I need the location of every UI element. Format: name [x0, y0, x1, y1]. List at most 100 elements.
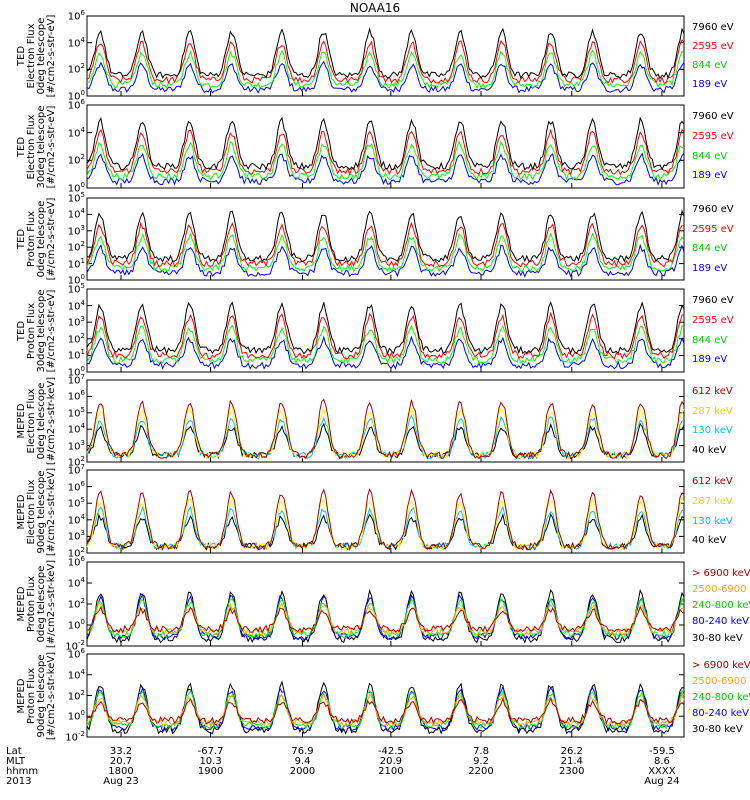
legend-entry: 80-240 keV: [692, 616, 750, 628]
x-axis-hhmm-value: 2100: [378, 766, 404, 777]
panel-frame: [86, 469, 685, 554]
legend-entry: 2595 eV: [692, 314, 734, 326]
series-line--6900-kev: [86, 696, 685, 725]
y-tick-label: 105: [67, 191, 85, 205]
x-axis-lat-value: 76.9: [291, 746, 314, 757]
legend-entry: > 6900 keV: [692, 660, 750, 671]
legend-entry: 40 keV: [692, 535, 727, 547]
legend-entry: 189 eV: [692, 354, 728, 366]
legend-entry: 844 eV: [692, 60, 728, 72]
y-tick-label: 104: [67, 35, 85, 49]
legend-entry: 30-80 keV: [692, 632, 743, 644]
legend-entry: 130 keV: [692, 515, 733, 527]
panel-1: [86, 15, 685, 97]
legend-entry: 844 eV: [692, 243, 728, 255]
legend-entry: 7960 eV: [692, 295, 734, 306]
legend-entry: 287 keV: [692, 405, 733, 417]
legend-entry: 844 eV: [692, 150, 728, 162]
y-tick-label: 102: [67, 688, 85, 702]
x-axis-mlt-value: 9.4: [294, 756, 311, 767]
legend-entry: 189 eV: [692, 170, 728, 182]
series-line-130-kev: [86, 414, 685, 460]
x-axis-lat-value: -59.5: [648, 746, 675, 757]
panel-5: [86, 379, 685, 463]
series-line--6900-kev: [86, 605, 685, 634]
y-tick-label: 100: [67, 709, 85, 723]
y-tick-label: 100: [67, 273, 85, 287]
panel-frame: [86, 15, 685, 97]
y-tick-label: 105: [67, 405, 85, 420]
x-axis-row-label: Lat: [6, 746, 22, 757]
y-tick-label: 103: [67, 223, 85, 238]
x-axis-mlt-value: 9.2: [473, 756, 489, 767]
y-tick-label: 107: [67, 463, 85, 477]
chart-title: NOAA16: [349, 1, 401, 15]
y-tick-label: 104: [67, 298, 85, 312]
series-line-612-kev: [86, 487, 685, 552]
legend-entry: 189 eV: [692, 262, 728, 274]
y-tick-label: 106: [67, 98, 85, 112]
series-line-844-ev: [86, 232, 685, 273]
x-axis-lat-value: 26.2: [560, 746, 583, 757]
x-axis-mlt-value: 21.4: [560, 756, 583, 767]
legend-entry: 2595 eV: [692, 130, 734, 142]
y-tick-label: 104: [67, 125, 85, 139]
x-axis-mlt-value: 20.7: [109, 756, 133, 767]
x-axis-date: Aug 24: [644, 776, 680, 787]
panel-frame: [86, 104, 685, 189]
series-line-7960-ev: [86, 209, 685, 263]
series-line-240-800-kev: [86, 597, 685, 639]
y-tick-label: 103: [67, 438, 85, 452]
legend-entry: 40 keV: [692, 444, 727, 456]
y-axis-label: MEPED Electron Flux 90deg telescope [#/cm2-…: [16, 467, 57, 556]
y-tick-label: 103: [67, 315, 85, 329]
legend-entry: 2595 eV: [692, 223, 734, 235]
x-axis-mlt-value: 10.3: [199, 756, 222, 767]
y-tick-label: 100: [67, 181, 85, 195]
series-line-7960-ev: [86, 27, 685, 80]
y-axis-label: TED Electron Flux 0deg telescope [#/cm2-s-s…: [16, 14, 57, 98]
y-tick-label: 104: [67, 576, 85, 590]
x-axis-lat-value: -67.7: [197, 746, 224, 757]
y-tick-label: 106: [67, 9, 85, 23]
y-tick-label: 107: [67, 373, 85, 387]
x-axis-hhmm-value: 2200: [468, 766, 494, 777]
y-tick-label: 106: [67, 555, 85, 569]
panel-frame: [86, 379, 685, 463]
x-axis-mlt-value: 20.9: [379, 756, 402, 767]
legend-entry: 2500-6900: [692, 675, 747, 687]
series-line-612-kev: [86, 398, 685, 460]
y-tick-label: 102: [67, 597, 85, 611]
series-line-2595-ev: [86, 311, 685, 360]
panel-8: [86, 653, 685, 738]
panel-frame: [86, 288, 685, 373]
y-tick-label: 100: [67, 89, 85, 103]
y-tick-label: 106: [67, 647, 85, 661]
y-axis-label: MEPED Proton Flux 90deg telescope [#/cm2-s-…: [16, 651, 57, 740]
series-line-2500-6900: [86, 602, 685, 637]
y-tick-label: 105: [67, 282, 85, 296]
y-tick-label: 102: [67, 546, 85, 560]
y-axis-label: TED Proton Flux 0deg telescope [#/cm2-s-str…: [16, 197, 57, 281]
x-axis-lat-value: 7.8: [473, 746, 489, 757]
y-tick-label: 104: [67, 667, 85, 682]
panel-3: [86, 197, 685, 281]
y-tick-label: 10-2: [65, 730, 85, 744]
series-line-7960-ev: [86, 116, 685, 171]
legend-entry: 844 eV: [692, 334, 728, 346]
y-tick-label: 104: [67, 512, 85, 527]
x-axis-row-label: 2013: [6, 776, 32, 787]
x-axis-row-label: hhmm: [6, 766, 39, 777]
series-line-189-ev: [86, 335, 685, 370]
panel-4: [86, 288, 685, 373]
legend-entry: 2500-6900: [692, 584, 747, 596]
legend-entry: 7960 eV: [692, 204, 734, 215]
legend-entry: 80-240 keV: [692, 707, 750, 719]
panel-6: [86, 469, 685, 554]
legend-entry: 240-800 keV: [692, 600, 750, 612]
y-tick-label: 100: [67, 618, 85, 632]
panel-frame: [86, 197, 685, 281]
y-axis-label: MEPED Proton Flux 0deg telescope [#/cm2-s-s…: [16, 559, 57, 649]
series-line-7960-ev: [86, 301, 685, 356]
